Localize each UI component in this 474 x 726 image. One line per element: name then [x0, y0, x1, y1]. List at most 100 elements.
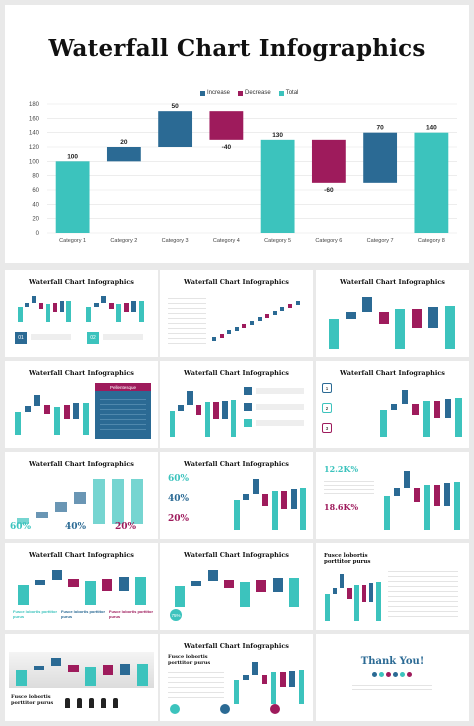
mini-bar: [378, 312, 389, 325]
social-icon: [400, 672, 405, 677]
mini-bar: [191, 580, 202, 586]
slide-thumbnail[interactable]: Waterfall Chart Infographics 60% 40% 20%: [5, 452, 158, 539]
slide-thumbnail[interactable]: Fusce lobortis porttitor purus: [5, 634, 158, 721]
slide-thumbnail[interactable]: Waterfall Chart Infographics Pellentesque: [5, 361, 158, 448]
mini-bar: [361, 585, 367, 602]
mini-bar: [18, 585, 29, 605]
social-icon: [393, 672, 398, 677]
mini-gridline: [172, 564, 302, 565]
data-label: 100: [67, 153, 78, 160]
mini-bar: [74, 491, 86, 504]
slide-thumbnail[interactable]: Waterfall Chart Infographics 1 2 3: [316, 361, 469, 448]
mini-bar: [119, 663, 131, 675]
social-icon: [407, 672, 412, 677]
mini-bar: [262, 493, 269, 506]
mini-gridline: [13, 423, 91, 424]
main-slide[interactable]: Waterfall Chart Infographics Increase De…: [5, 5, 469, 263]
mini-gridline: [232, 516, 308, 517]
mini-bar: [234, 327, 239, 332]
mini-bar: [34, 394, 41, 407]
mini-waterfall-chart: [13, 388, 91, 435]
icon-box: [244, 387, 252, 395]
mini-bar: [280, 307, 285, 312]
slide-thumbnail[interactable]: Waterfall Chart Infographics: [160, 270, 313, 357]
mini-bar: [272, 310, 277, 315]
mini-bar: [290, 488, 297, 510]
mini-gridline: [326, 293, 458, 294]
mini-bar: [169, 410, 176, 437]
slide-thumbnail[interactable]: Waterfall Chart Infographics 60% 40% 20%: [160, 452, 313, 539]
mini-bar: [390, 403, 398, 410]
mini-bar: [178, 404, 184, 411]
mini-bar: [108, 302, 114, 309]
mini-bar: [423, 485, 431, 530]
y-tick-label: 60: [32, 188, 39, 194]
bar: [414, 132, 449, 233]
mini-gridline: [168, 436, 238, 437]
data-label: 20: [120, 139, 128, 146]
mini-bar: [24, 406, 31, 412]
mini-gridline: [382, 514, 462, 515]
thumbnail-title: Waterfall Chart Infographics: [29, 369, 134, 377]
mini-bar: [272, 577, 283, 593]
legend-swatch: [238, 90, 244, 96]
panel-text: [100, 395, 146, 433]
mini-bar: [63, 405, 70, 419]
slide-thumbnail[interactable]: Waterfall Chart Infographics Fusce lobort…: [5, 543, 158, 630]
mini-gridline: [168, 424, 238, 425]
mini-bar: [85, 666, 96, 686]
mini-bar: [281, 491, 288, 510]
mini-gridline: [232, 659, 306, 660]
x-tick-label: Category 3: [162, 238, 189, 244]
slide-thumbnail[interactable]: Waterfall Chart Infographics 75%: [160, 543, 313, 630]
mini-gridline: [13, 677, 151, 678]
text-lines: [352, 682, 432, 690]
mini-waterfall-chart: [232, 475, 308, 530]
mini-bar: [413, 488, 421, 503]
bullet-list: [388, 567, 458, 619]
mini-bar: [102, 665, 114, 675]
slide-thumbnail[interactable]: Thank You!: [316, 634, 469, 721]
mini-bar: [257, 317, 262, 322]
mini-waterfall-chart: [326, 293, 458, 349]
mini-bar: [86, 307, 92, 322]
mini-bar: [55, 501, 67, 512]
mini-gridline: [15, 564, 149, 565]
mini-bar: [68, 579, 79, 587]
mini-bar: [222, 400, 228, 419]
mini-bar: [227, 330, 232, 335]
slide-thumbnail[interactable]: Fusce lobortis porttitor purus: [316, 543, 469, 630]
bar: [158, 111, 193, 147]
y-tick-label: 20: [32, 217, 39, 223]
slide-thumbnail[interactable]: 12.2K% 18.6K%: [316, 452, 469, 539]
slide-thumbnail[interactable]: Waterfall Chart Infographics: [160, 361, 313, 448]
thumbnail-title: Waterfall Chart Infographics: [29, 460, 134, 468]
mini-bar: [53, 407, 60, 435]
mini-bar: [325, 593, 330, 621]
mini-bar: [223, 579, 234, 589]
bar: [106, 147, 141, 162]
chart-legend: Increase Decrease Total: [200, 90, 298, 96]
bar: [55, 161, 90, 233]
x-tick-label: Category 8: [418, 238, 445, 244]
slide-thumbnail[interactable]: Waterfall Chart Infographics: [316, 270, 469, 357]
mini-bar: [329, 318, 340, 349]
percent-badge: [220, 704, 230, 714]
slide-thumbnail[interactable]: Waterfall Chart Infographics 01 02: [5, 270, 158, 357]
mini-bar: [288, 577, 299, 607]
number-box: 1: [322, 383, 332, 393]
mini-gridline: [17, 299, 72, 300]
mini-bar: [345, 312, 356, 319]
mini-bar: [332, 587, 338, 594]
mini-bar: [423, 401, 430, 437]
mini-bar: [376, 582, 381, 621]
mini-bar: [393, 488, 401, 496]
y-tick-label: 160: [29, 116, 40, 122]
slide-thumbnail[interactable]: Waterfall Chart Infographics Fusce lobort…: [160, 634, 313, 721]
mini-bar: [368, 583, 374, 602]
mini-bar: [116, 304, 122, 322]
mini-bar: [187, 391, 193, 405]
social-icon: [386, 672, 391, 677]
mini-bar: [230, 399, 237, 437]
thumbnail-title: Waterfall Chart Infographics: [29, 278, 134, 286]
